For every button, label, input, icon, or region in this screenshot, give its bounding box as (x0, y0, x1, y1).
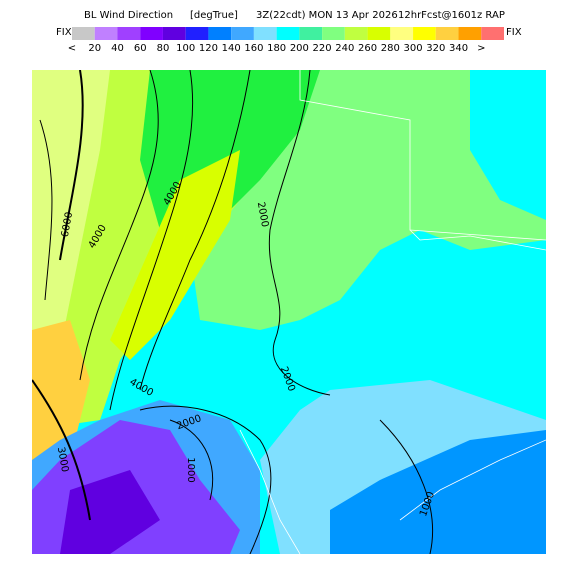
colorbar-swatch (367, 27, 391, 40)
colorbar-swatch (72, 27, 95, 40)
colorbar-label: 200 (290, 43, 309, 54)
colorbar-label: > (477, 43, 485, 54)
colorbar-swatch (140, 27, 163, 40)
colorbar-swatch (117, 27, 141, 40)
colorbar-label: 260 (358, 43, 377, 54)
colorbar-swatch (94, 27, 118, 40)
colorbar-label: < (68, 43, 76, 54)
colorbar-label: 160 (244, 43, 263, 54)
valid-time: 3Z(22cdt) MON 13 Apr 2026 (256, 10, 398, 21)
colorbar-swatch (185, 27, 209, 40)
colorbar-left-label: FIX (56, 27, 72, 38)
colorbar-label: 20 (88, 43, 101, 54)
colorbar-label: 100 (176, 43, 195, 54)
region-cyan (470, 70, 546, 220)
colorbar-label: 340 (449, 43, 468, 54)
contour-label: 6000 (60, 211, 75, 238)
title-row: BL Wind Direction [degTrue] 3Z(22cdt) MO… (84, 10, 505, 21)
contour-label: 3000 (55, 446, 70, 473)
contour-label: 1000 (185, 457, 196, 482)
contour-label: 2000 (255, 201, 270, 228)
colorbar-label: 180 (267, 43, 286, 54)
colorbar-swatch (162, 27, 186, 40)
units: [degTrue] (190, 10, 238, 21)
colorbar-label: 80 (157, 43, 170, 54)
colorbar-swatch (435, 27, 459, 40)
colorbar-label: 220 (313, 43, 332, 54)
contours (32, 70, 434, 554)
colorbar-label: 280 (381, 43, 400, 54)
colorbar-swatch (344, 27, 368, 40)
colorbar-label: 140 (222, 43, 241, 54)
colorbar-label: 60 (134, 43, 147, 54)
region-yellow (110, 150, 240, 360)
colorbar-swatch (208, 27, 232, 40)
colorbar-right-label: FIX (506, 27, 522, 38)
colorbar-label: 320 (426, 43, 445, 54)
colorbar-label: 120 (199, 43, 218, 54)
colorbar-swatch (231, 27, 254, 40)
colorbar-swatch (299, 27, 323, 40)
colorbar-swatch (253, 27, 277, 40)
colorbar-label: 300 (404, 43, 423, 54)
colorbar-swatch (481, 27, 504, 40)
colorbar-label: 240 (335, 43, 354, 54)
colorbar-label: 40 (111, 43, 124, 54)
colorbar-swatch (413, 27, 436, 40)
colorbar: <20 40 60 80 100 120 140 160 180 200 220 240 260 280 3… (68, 27, 504, 54)
colorbar-swatch (322, 27, 345, 40)
colorbar-swatch (276, 27, 300, 40)
colorbar-swatch (390, 27, 414, 40)
title: BL Wind Direction (84, 10, 173, 21)
forecast-info: 12hrFcst@1601z RAP (398, 10, 505, 21)
colorbar-swatch (458, 27, 482, 40)
region-pale-green (32, 70, 110, 400)
borders (239, 70, 546, 554)
